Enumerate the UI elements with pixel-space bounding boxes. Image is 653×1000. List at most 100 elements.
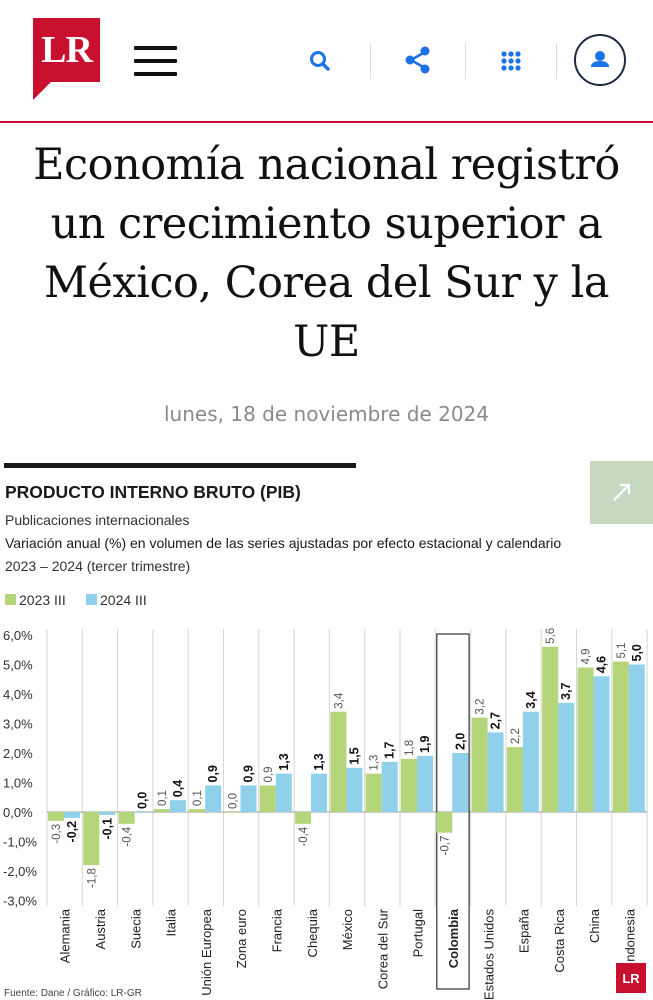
bar-2023 xyxy=(401,758,417,812)
bar-2023 xyxy=(365,773,382,812)
category-label: Zona euro xyxy=(234,909,249,968)
site-header: LR xyxy=(0,0,653,123)
share-icon[interactable] xyxy=(398,40,438,80)
data-label: 1,3 xyxy=(277,753,291,770)
bar-2024 xyxy=(99,812,116,815)
y-tick-label: 6,0% xyxy=(3,628,33,643)
article-title: Economía nacional registró un crecimient… xyxy=(33,140,620,367)
expand-image-button[interactable] xyxy=(590,461,653,524)
user-account-button[interactable] xyxy=(574,34,626,86)
logo-speech-tail xyxy=(33,82,51,100)
y-tick-label: 3,0% xyxy=(3,717,33,732)
bar-2024 xyxy=(452,753,469,812)
data-label: 4,6 xyxy=(595,656,609,673)
toolbar-divider xyxy=(556,43,557,79)
data-label: 1,5 xyxy=(347,747,361,764)
article-date: lunes, 18 de noviembre de 2024 xyxy=(164,402,489,426)
data-label: -0,2 xyxy=(65,821,79,843)
bar-2023 xyxy=(295,812,312,824)
y-tick-label: -3,0% xyxy=(3,894,37,909)
data-label: -0,4 xyxy=(298,826,310,846)
legend-swatch xyxy=(5,594,16,605)
infographic-description: Variación anual (%) en volumen de las se… xyxy=(5,535,561,551)
toolbar-divider xyxy=(370,43,371,79)
data-label: 1,7 xyxy=(383,741,397,758)
data-label: 0,9 xyxy=(206,765,220,782)
highlight-box xyxy=(436,633,470,990)
bar-2023 xyxy=(436,812,453,833)
bar-2023 xyxy=(506,747,523,812)
data-label: 1,3 xyxy=(369,755,381,771)
legend-swatch xyxy=(86,594,97,605)
data-label: 0,4 xyxy=(171,780,185,797)
expand-arrow-icon xyxy=(613,483,631,501)
chart-legend: 2023 III 2024 III xyxy=(5,592,147,608)
bar-2023 xyxy=(259,785,276,812)
category-label: México xyxy=(340,909,355,950)
bar-2024 xyxy=(169,800,186,812)
bar-2024 xyxy=(311,773,328,812)
bar-2023 xyxy=(330,711,347,812)
data-label: 1,8 xyxy=(404,740,416,756)
data-label: 3,2 xyxy=(475,699,487,715)
y-tick-label: 1,0% xyxy=(3,776,33,791)
data-label: 0,9 xyxy=(263,766,275,782)
y-tick-label: 4,0% xyxy=(3,687,33,702)
data-label: -1,8 xyxy=(86,868,98,888)
category-label: España xyxy=(517,908,532,953)
data-label: -0,3 xyxy=(51,824,63,844)
search-icon[interactable] xyxy=(300,40,340,80)
category-label: China xyxy=(587,908,602,943)
data-label: 2,2 xyxy=(510,728,522,744)
logo-text: LR xyxy=(41,29,93,71)
data-label: 0,9 xyxy=(242,765,256,782)
bar-2023 xyxy=(542,646,559,812)
bar-chart: 6,0% 5,0% 4,0% 3,0% 2,0% 1,0% 0,0% -1,0% -2,0% -3… xyxy=(3,628,648,1000)
user-icon xyxy=(591,51,609,67)
menu-icon[interactable] xyxy=(134,46,177,76)
bar-2024 xyxy=(381,761,398,812)
infographic-heading: PRODUCTO INTERNO BRUTO (PIB) xyxy=(5,482,301,502)
bar-2024 xyxy=(275,773,292,812)
data-label: 5,6 xyxy=(545,628,557,644)
data-label: 0,1 xyxy=(157,790,169,806)
data-label: -0,7 xyxy=(439,836,451,856)
y-tick-label: 2,0% xyxy=(3,746,33,761)
data-label: -0,1 xyxy=(100,818,114,840)
lr-logo[interactable]: LR xyxy=(33,18,100,82)
category-label: Indonesia xyxy=(622,908,637,965)
bar-2023 xyxy=(83,812,100,866)
legend-label: 2024 III xyxy=(100,592,147,608)
data-label: 5,1 xyxy=(616,643,628,659)
bar-2024 xyxy=(487,732,504,812)
y-tick-label: 5,0% xyxy=(3,658,33,673)
bar-2024 xyxy=(593,676,610,812)
lr-badge xyxy=(616,963,646,993)
data-label: 1,3 xyxy=(312,753,326,770)
data-label: 4,9 xyxy=(581,648,593,664)
y-tick-label: -2,0% xyxy=(3,864,37,879)
bar-2024 xyxy=(522,711,539,812)
data-label: 1,9 xyxy=(418,736,432,753)
data-label: 2,0 xyxy=(453,733,467,750)
category-label: Francia xyxy=(269,908,284,952)
data-label: 3,4 xyxy=(524,691,538,708)
bar-2023 xyxy=(471,717,488,812)
bar-2023 xyxy=(189,809,206,812)
apps-grid-icon[interactable] xyxy=(491,40,531,80)
category-label: Colombia xyxy=(446,908,461,968)
y-tick-label: 0,0% xyxy=(3,805,33,820)
category-label: Costa Rica xyxy=(552,908,567,972)
data-label: 3,7 xyxy=(559,682,573,699)
bar-2023 xyxy=(224,812,241,813)
bar-2024 xyxy=(205,785,222,812)
bar-2024 xyxy=(240,785,257,812)
bar-2023 xyxy=(612,661,629,812)
header-rule xyxy=(4,463,356,468)
category-label: Estados Unidos xyxy=(481,909,496,1000)
data-label: 3,4 xyxy=(333,692,345,709)
category-label: Austria xyxy=(93,908,108,949)
gdp-infographic: PRODUCTO INTERNO BRUTO (PIB) Publicacion… xyxy=(3,463,648,1000)
bar-2024 xyxy=(628,664,645,812)
data-label: 0,0 xyxy=(228,793,240,809)
